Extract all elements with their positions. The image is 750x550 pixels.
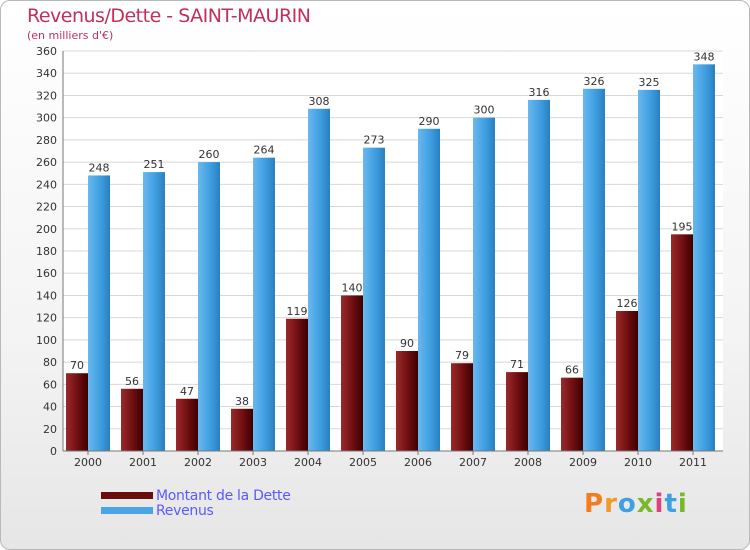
x-tick-label: 2008 xyxy=(514,456,542,469)
data-label: 70 xyxy=(70,359,84,372)
y-tick-label: 320 xyxy=(36,89,57,102)
legend-label-debt: Montant de la Dette xyxy=(156,488,291,504)
data-label: 38 xyxy=(235,395,249,408)
y-tick-label: 200 xyxy=(36,223,57,236)
bar-dette xyxy=(396,351,418,451)
y-tick-label: 300 xyxy=(36,112,57,125)
x-tick-label: 2011 xyxy=(679,456,707,469)
bar-dette xyxy=(451,363,473,451)
bar-revenus xyxy=(88,175,110,451)
y-tick-label: 120 xyxy=(36,312,57,325)
y-tick-label: 40 xyxy=(43,401,57,414)
y-tick-label: 0 xyxy=(50,445,57,458)
bar-revenus xyxy=(473,117,495,452)
bar-revenus xyxy=(363,147,385,451)
bar-revenus xyxy=(198,162,220,451)
x-tick-label: 2002 xyxy=(184,456,212,469)
y-tick-label: 140 xyxy=(36,289,57,302)
data-label: 348 xyxy=(694,50,715,63)
logo-letter: i xyxy=(677,489,688,519)
bar-dette xyxy=(506,372,528,451)
data-label: 264 xyxy=(254,144,275,157)
y-tick-label: 100 xyxy=(36,334,57,347)
data-label: 290 xyxy=(419,115,440,128)
x-tick-label: 2001 xyxy=(129,456,157,469)
y-tick-label: 360 xyxy=(36,45,57,58)
y-tick-label: 160 xyxy=(36,267,57,280)
data-label: 79 xyxy=(455,349,469,362)
bar-dette xyxy=(176,398,198,451)
bar-revenus xyxy=(583,88,605,452)
bar-dette xyxy=(341,295,363,451)
data-label: 316 xyxy=(529,86,550,99)
data-label: 56 xyxy=(125,375,139,388)
bar-dette xyxy=(121,388,143,451)
x-tick-label: 2009 xyxy=(569,456,597,469)
data-label: 47 xyxy=(180,385,194,398)
x-tick-label: 2003 xyxy=(239,456,267,469)
y-tick-label: 20 xyxy=(43,423,57,436)
legend-swatch-debt xyxy=(101,492,153,499)
bar-dette xyxy=(671,234,693,451)
proxiti-logo: Proxiti xyxy=(584,489,688,519)
data-label: 325 xyxy=(639,76,660,89)
y-tick-label: 240 xyxy=(36,178,57,191)
data-label: 248 xyxy=(89,161,110,174)
x-tick-label: 2000 xyxy=(74,456,102,469)
data-label: 326 xyxy=(584,75,605,88)
chart-title: Revenus/Dette - SAINT-MAURIN xyxy=(27,5,311,27)
data-label: 66 xyxy=(565,364,579,377)
x-tick-label: 2004 xyxy=(294,456,322,469)
bar-revenus xyxy=(638,89,660,451)
legend-swatch-revenus xyxy=(101,507,153,514)
bar-dette xyxy=(616,311,638,451)
data-label: 90 xyxy=(400,337,414,350)
bar-dette xyxy=(286,318,308,451)
x-tick-label: 2006 xyxy=(404,456,432,469)
y-tick-label: 280 xyxy=(36,134,57,147)
logo-letter: r xyxy=(604,489,618,519)
data-label: 119 xyxy=(287,305,308,318)
x-tick-label: 2010 xyxy=(624,456,652,469)
logo-letter: o xyxy=(617,489,637,519)
data-label: 300 xyxy=(474,104,495,117)
y-tick-label: 340 xyxy=(36,67,57,80)
logo-letter: x xyxy=(636,489,655,519)
data-label: 251 xyxy=(144,158,165,171)
bar-revenus xyxy=(143,172,165,451)
y-tick-label: 60 xyxy=(43,378,57,391)
bar-revenus xyxy=(528,99,550,451)
data-label: 126 xyxy=(617,297,638,310)
y-tick-label: 80 xyxy=(43,356,57,369)
y-tick-label: 220 xyxy=(36,201,57,214)
x-tick-label: 2005 xyxy=(349,456,377,469)
data-label: 140 xyxy=(342,281,363,294)
logo-letter: P xyxy=(584,489,605,519)
x-tick-label: 2007 xyxy=(459,456,487,469)
bar-dette xyxy=(561,377,583,451)
bar-dette xyxy=(66,373,88,451)
y-tick-label: 180 xyxy=(36,245,57,258)
y-tick-label: 260 xyxy=(36,156,57,169)
data-label: 273 xyxy=(364,134,385,147)
bar-revenus xyxy=(308,108,330,452)
data-label: 71 xyxy=(510,358,524,371)
bar-revenus xyxy=(418,128,440,451)
data-label: 308 xyxy=(309,95,330,108)
bar-revenus xyxy=(693,64,715,452)
bar-dette xyxy=(231,408,253,451)
bar-revenus xyxy=(253,157,275,451)
data-label: 260 xyxy=(199,148,220,161)
legend-label-revenus: Revenus xyxy=(156,503,214,519)
chart-subtitle: (en milliers d'€) xyxy=(27,29,114,42)
logo-letter: t xyxy=(664,489,678,519)
logo-letter: i xyxy=(654,489,665,519)
data-label: 195 xyxy=(672,220,693,233)
